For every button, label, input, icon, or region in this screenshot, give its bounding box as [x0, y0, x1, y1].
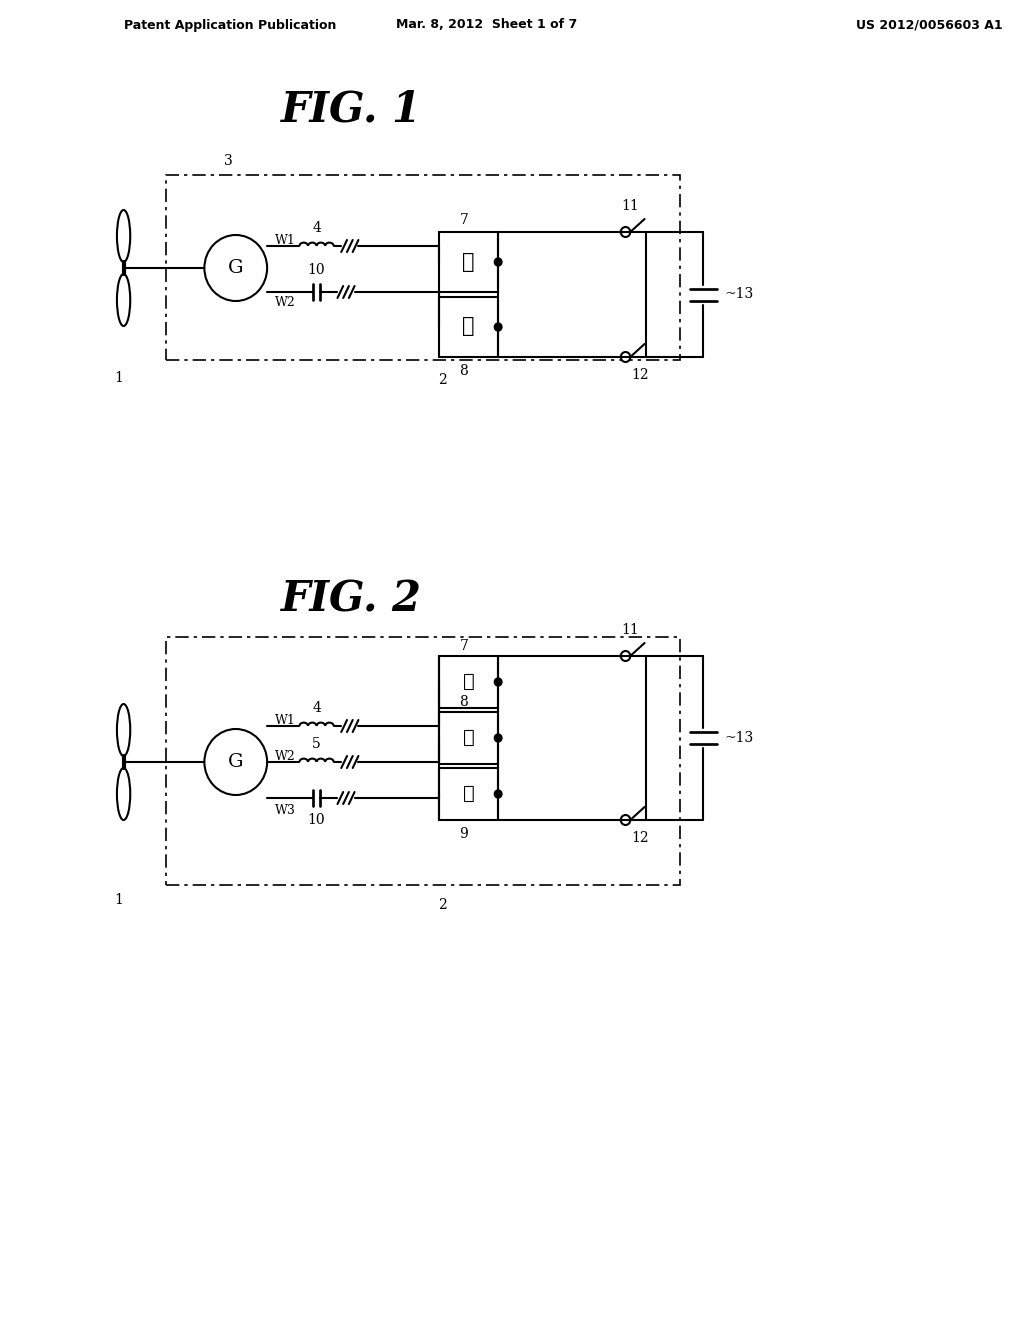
Text: Mar. 8, 2012  Sheet 1 of 7: Mar. 8, 2012 Sheet 1 of 7 [396, 18, 578, 32]
Text: 本: 本 [463, 318, 475, 337]
Ellipse shape [117, 275, 130, 326]
Text: 12: 12 [631, 368, 648, 381]
Text: 2: 2 [437, 898, 446, 912]
Text: 本: 本 [463, 673, 474, 690]
Text: 1: 1 [115, 371, 123, 385]
Text: ~13: ~13 [724, 731, 754, 744]
Text: US 2012/0056603 A1: US 2012/0056603 A1 [856, 18, 1002, 32]
Text: 10: 10 [308, 263, 326, 277]
Text: 7: 7 [460, 639, 468, 653]
Text: 2: 2 [437, 374, 446, 387]
Circle shape [621, 352, 631, 362]
Text: W1: W1 [274, 714, 296, 727]
Ellipse shape [117, 768, 130, 820]
Text: 7: 7 [460, 213, 468, 227]
Text: Patent Application Publication: Patent Application Publication [124, 18, 336, 32]
Bar [166, 638, 680, 884]
Circle shape [621, 814, 631, 825]
Text: G: G [228, 259, 244, 277]
Text: FIG. 2: FIG. 2 [282, 579, 422, 620]
Circle shape [495, 257, 502, 267]
Circle shape [205, 729, 267, 795]
Text: ~13: ~13 [724, 288, 754, 301]
Text: 9: 9 [460, 828, 468, 841]
Text: 5: 5 [312, 737, 321, 751]
Text: 11: 11 [622, 623, 639, 638]
Circle shape [621, 651, 631, 661]
Circle shape [495, 678, 502, 686]
Text: 12: 12 [631, 832, 648, 845]
Circle shape [205, 235, 267, 301]
Ellipse shape [117, 704, 130, 756]
Bar [439, 768, 498, 820]
Text: 本: 本 [463, 729, 474, 747]
Text: W2: W2 [274, 296, 296, 309]
Bar [439, 656, 498, 708]
Text: 本: 本 [463, 785, 474, 803]
Text: 本: 本 [463, 252, 475, 272]
Text: 8: 8 [460, 696, 468, 709]
Text: 1: 1 [115, 894, 123, 907]
Text: W1: W1 [274, 235, 296, 248]
Text: 11: 11 [622, 199, 639, 213]
Circle shape [495, 789, 502, 799]
Text: W3: W3 [274, 804, 296, 817]
Bar [166, 176, 680, 360]
Bar [439, 297, 498, 356]
Text: W2: W2 [274, 751, 296, 763]
Bar [439, 711, 498, 764]
Circle shape [495, 323, 502, 331]
Text: 8: 8 [460, 364, 468, 378]
Text: 4: 4 [312, 701, 321, 715]
Text: G: G [228, 752, 244, 771]
Ellipse shape [117, 210, 130, 261]
Text: 4: 4 [312, 220, 321, 235]
Circle shape [495, 734, 502, 742]
Text: FIG. 1: FIG. 1 [282, 88, 422, 131]
Text: 10: 10 [308, 813, 326, 828]
Circle shape [621, 227, 631, 238]
Bar [439, 232, 498, 292]
Text: 3: 3 [224, 154, 232, 168]
